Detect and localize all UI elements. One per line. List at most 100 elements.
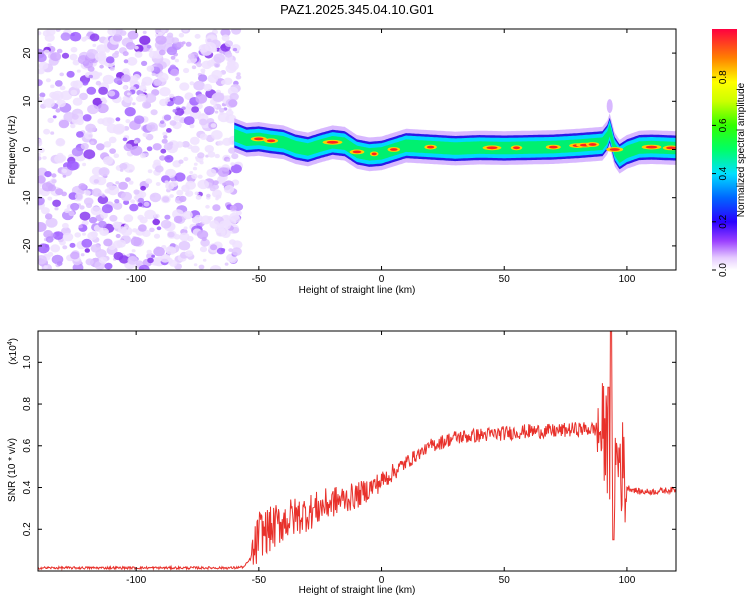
noise-speckle xyxy=(101,194,106,198)
noise-speckle xyxy=(167,32,174,38)
noise-speckle xyxy=(219,220,231,231)
colorbar-label: Normalized spectral amplitude xyxy=(736,82,747,217)
noise-speckle xyxy=(123,200,130,205)
noise-speckle xyxy=(198,74,208,82)
noise-speckle xyxy=(183,67,190,74)
noise-speckle xyxy=(104,262,113,270)
noise-speckle xyxy=(45,78,51,83)
noise-speckle xyxy=(55,29,61,32)
spectrogram-y-label: Frequency (Hz) xyxy=(7,116,18,185)
signal-hotspot-core xyxy=(666,146,676,150)
noise-speckle xyxy=(220,29,231,37)
noise-speckle xyxy=(45,213,53,220)
noise-speckle xyxy=(175,77,180,82)
noise-speckle xyxy=(149,227,155,233)
noise-speckle xyxy=(85,123,96,133)
noise-speckle xyxy=(214,110,219,114)
noise-speckle xyxy=(122,51,129,57)
noise-speckle xyxy=(193,263,198,267)
colorbar: 0.0 0.2 0.4 0.6 0.8 Normalized spectral ampl… xyxy=(712,29,747,277)
noise-speckle xyxy=(79,211,91,221)
noise-speckle xyxy=(112,34,123,42)
noise-speckle xyxy=(90,71,101,80)
noise-speckle xyxy=(83,149,96,160)
noise-speckle xyxy=(231,153,239,160)
noise-speckle xyxy=(215,197,219,201)
noise-speckle xyxy=(47,251,54,257)
noise-speckle xyxy=(229,239,236,245)
noise-speckle xyxy=(86,86,97,95)
noise-speckle xyxy=(47,117,54,124)
noise-speckle xyxy=(87,66,95,72)
noise-speckle xyxy=(38,196,45,206)
noise-speckle xyxy=(212,92,225,102)
noise-speckle xyxy=(114,50,120,55)
colorbar-tick-label: 0.4 xyxy=(718,166,729,180)
spectrogram-y-ticks: 20 10 0 -10 -20 xyxy=(22,47,676,253)
y-tick-label: 0.6 xyxy=(22,438,33,452)
snr-y-label: SNR (10 * v/v) xyxy=(7,438,18,502)
noise-speckle xyxy=(190,145,200,153)
noise-speckle xyxy=(182,29,189,32)
noise-speckle xyxy=(60,32,71,41)
noise-speckle xyxy=(192,166,198,171)
colorbar-tick-label: 0.0 xyxy=(718,263,729,277)
noise-speckle xyxy=(166,46,178,56)
noise-speckle xyxy=(127,92,131,96)
noise-speckle xyxy=(231,29,242,35)
y-tick-label: -10 xyxy=(22,190,33,205)
noise-speckle xyxy=(194,191,199,196)
noise-speckle xyxy=(47,184,57,192)
noise-speckle xyxy=(169,120,177,126)
noise-speckle xyxy=(84,190,91,196)
y-tick-label: 20 xyxy=(22,47,33,59)
noise-speckle xyxy=(178,32,185,38)
noise-speckle xyxy=(176,41,184,48)
noise-speckle xyxy=(100,212,108,219)
noise-speckle xyxy=(134,115,145,124)
noise-speckle xyxy=(224,262,229,266)
noise-speckle xyxy=(98,167,110,177)
noise-speckle xyxy=(166,127,172,133)
noise-speckle xyxy=(95,80,102,86)
noise-speckle xyxy=(146,44,152,49)
noise-speckle xyxy=(59,72,64,77)
noise-speckle xyxy=(69,53,78,61)
noise-speckle xyxy=(129,203,139,212)
noise-speckle xyxy=(52,115,57,119)
noise-speckle xyxy=(199,133,208,140)
noise-speckle xyxy=(66,160,79,171)
noise-speckle xyxy=(225,63,237,74)
noise-speckle xyxy=(173,115,181,122)
noise-speckle xyxy=(191,106,200,113)
noise-speckle xyxy=(141,60,148,66)
noise-speckle xyxy=(134,51,143,58)
noise-speckle xyxy=(113,153,120,158)
noise-speckle xyxy=(210,123,217,128)
noise-speckle xyxy=(174,58,179,63)
noise-speckle xyxy=(102,74,115,85)
noise-speckle xyxy=(182,210,193,220)
noise-speckle xyxy=(98,220,107,228)
noise-speckle xyxy=(169,194,174,198)
noise-speckle xyxy=(197,174,203,179)
noise-speckle xyxy=(156,226,162,231)
noise-speckle xyxy=(84,131,94,140)
noise-speckle xyxy=(38,255,47,265)
noise-speckle xyxy=(139,216,148,224)
noise-speckle xyxy=(132,74,141,81)
noise-speckle xyxy=(210,244,218,251)
noise-speckle xyxy=(145,178,153,184)
noise-speckle xyxy=(162,196,170,203)
signal-bump xyxy=(606,99,613,114)
noise-speckle xyxy=(90,206,102,216)
noise-speckle xyxy=(38,53,47,63)
noise-speckle xyxy=(200,215,212,225)
noise-speckle xyxy=(112,202,123,210)
x-tick-label: -100 xyxy=(126,274,146,285)
noise-speckle xyxy=(224,40,233,47)
snr-y-multiplier: (x104) xyxy=(7,338,19,365)
noise-speckle xyxy=(123,59,129,64)
noise-speckle xyxy=(153,79,162,86)
noise-speckle xyxy=(107,29,117,36)
